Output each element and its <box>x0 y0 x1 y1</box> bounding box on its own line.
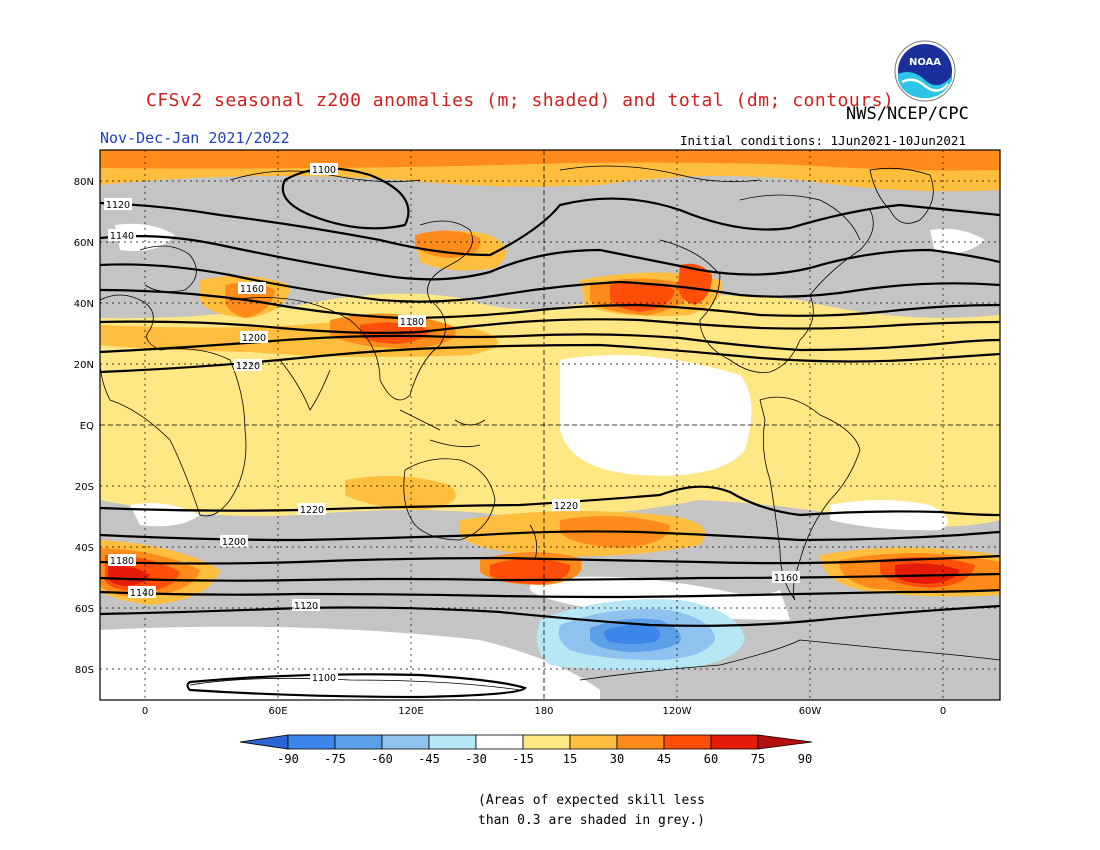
lat-axis: 80N 60N 40N 20N EQ 20S 40S 60S 80S <box>74 177 94 676</box>
contour-label: 1120 <box>292 599 320 612</box>
colorbar-box <box>710 734 759 750</box>
forecast-period: Nov-Dec-Jan 2021/2022 <box>100 129 290 147</box>
white-areas <box>100 223 985 700</box>
contour-label: 1220 <box>234 359 262 372</box>
colorbar-tick: -90 <box>277 752 299 766</box>
contour-label-text: 1200 <box>222 537 246 548</box>
chart-title: CFSv2 seasonal z200 anomalies (m; shaded… <box>146 90 895 111</box>
colorbar-arrow-high <box>757 734 813 750</box>
footnote-line-2: than 0.3 are shaded in grey.) <box>478 813 705 828</box>
lon-label: 180 <box>534 706 553 717</box>
contour-label-text: 1100 <box>312 165 336 176</box>
initial-conditions: Initial conditions: 1Jun2021-10Jun2021 <box>680 133 966 148</box>
lon-axis: 0 60E 120E 180 120W 60W 0 <box>142 706 946 717</box>
lon-label: 0 <box>940 706 946 717</box>
colorbar-box <box>663 734 712 750</box>
lat-label: 60S <box>75 604 94 615</box>
contour-label-text: 1160 <box>774 573 798 584</box>
lon-label: 60W <box>799 706 822 717</box>
map-area: 1100 1120 1140 1160 1180 1200 1220 1220 … <box>100 150 1000 700</box>
lon-label: 120W <box>663 706 692 717</box>
colorbar-tick: -15 <box>512 752 534 766</box>
colorbar-tick: -30 <box>465 752 487 766</box>
contour-label: 1100 <box>310 163 338 176</box>
colorbar-tick: 60 <box>704 752 718 766</box>
colorbar-labels: -90 -75 -60 -45 -30 -15 15 30 45 60 75 9… <box>277 752 812 766</box>
colorbar-box <box>334 734 383 750</box>
colorbar-tick: -60 <box>371 752 393 766</box>
colorbar-tick: 45 <box>657 752 671 766</box>
contour-label: 1220 <box>298 503 326 516</box>
colorbar-tick: 30 <box>610 752 624 766</box>
contour-label-text: 1220 <box>300 505 324 516</box>
contour-labels: 1100 1120 1140 1160 1180 1200 1220 1220 … <box>104 163 800 684</box>
contour-label-text: 1200 <box>242 333 266 344</box>
contour-label: 1200 <box>240 331 268 344</box>
lat-label: 80N <box>74 177 94 188</box>
colorbar-tick: 90 <box>798 752 812 766</box>
contour-label-text: 1180 <box>400 317 424 328</box>
logo-text: NOAA <box>909 57 941 68</box>
contour-label: 1140 <box>108 229 136 242</box>
contour-label-text: 1220 <box>554 501 578 512</box>
contour-label-text: 1180 <box>110 556 134 567</box>
contour-label-text: 1160 <box>240 284 264 295</box>
colorbar-box <box>522 734 571 750</box>
lat-label: 40N <box>74 299 94 310</box>
colorbar-tick: -75 <box>324 752 346 766</box>
noaa-logo: NOAA <box>894 40 956 102</box>
contours <box>100 167 1000 699</box>
contour-label: 1100 <box>310 671 338 684</box>
colorbar-box <box>616 734 665 750</box>
contour-label-text: 1220 <box>236 361 260 372</box>
contour-label: 1180 <box>108 554 136 567</box>
lat-label: 40S <box>75 543 94 554</box>
contour-label: 1160 <box>772 571 800 584</box>
map-frame <box>99 149 1001 701</box>
contour-label: 1220 <box>552 499 580 512</box>
lat-label: 80S <box>75 665 94 676</box>
contour-label-text: 1120 <box>294 601 318 612</box>
contour-label: 1200 <box>220 535 248 548</box>
anomaly-75-90 <box>108 563 960 586</box>
footnote-line-1: (Areas of expected skill less <box>478 793 705 808</box>
colorbar-box <box>475 734 524 750</box>
colorbar-box <box>428 734 477 750</box>
contour-label-text: 1100 <box>312 673 336 684</box>
colorbar-box <box>287 734 336 750</box>
contour-label: 1180 <box>398 315 426 328</box>
contour-label: 1120 <box>104 198 132 211</box>
colorbar-tick: 75 <box>751 752 765 766</box>
lon-label: 60E <box>268 706 287 717</box>
contour-label-text: 1140 <box>110 231 134 242</box>
contour-label: 1160 <box>238 282 266 295</box>
contour-label-text: 1120 <box>106 200 130 211</box>
lat-label: 60N <box>74 238 94 249</box>
lon-label: 0 <box>142 706 148 717</box>
lat-label: EQ <box>80 421 94 432</box>
colorbar-arrow-low <box>239 734 289 750</box>
footnote: (Areas of expected skill less than 0.3 a… <box>478 791 705 831</box>
lat-label: 20N <box>74 360 94 371</box>
colorbar-box <box>381 734 430 750</box>
colorbar: -90 -75 -60 -45 -30 -15 15 30 45 60 75 9… <box>239 734 813 766</box>
colorbar-boxes <box>239 734 813 750</box>
equator-dateline <box>100 150 1000 700</box>
contour-label: 1140 <box>128 586 156 599</box>
colorbar-box <box>569 734 618 750</box>
colorbar-tick: 15 <box>563 752 577 766</box>
negative-anomalies <box>536 599 745 671</box>
colorbar-tick: -45 <box>418 752 440 766</box>
lon-label: 120E <box>398 706 423 717</box>
contour-label-text: 1140 <box>130 588 154 599</box>
coastlines <box>100 165 1000 691</box>
lat-label: 20S <box>75 482 94 493</box>
graticule <box>100 150 1000 700</box>
agency-label: NWS/NCEP/CPC <box>846 104 969 124</box>
